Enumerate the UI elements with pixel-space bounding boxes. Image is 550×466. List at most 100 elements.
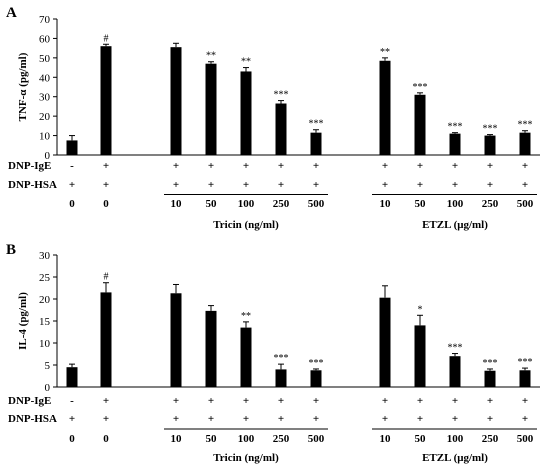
- y-tick-label: 0: [45, 150, 51, 162]
- bar: [310, 132, 322, 155]
- group-label-etzl: ETZL (μg/ml): [422, 452, 488, 464]
- dnp-hsa-cell: +: [417, 179, 423, 191]
- bar: [275, 103, 287, 155]
- y-tick-label: 10: [39, 338, 51, 350]
- dnp-ige-cell: +: [487, 160, 493, 172]
- y-tick-label: 50: [39, 53, 51, 65]
- dnp-ige-cell: +: [417, 160, 423, 172]
- concentration-label: 50: [415, 433, 427, 445]
- y-tick-label: 60: [39, 33, 51, 45]
- dnp-hsa-cell: +: [487, 413, 493, 425]
- dnp-hsa-cell: +: [417, 413, 423, 425]
- dnp-hsa-cell: +: [208, 413, 214, 425]
- significance-label: ***: [274, 353, 289, 364]
- concentration-label: 50: [206, 198, 218, 210]
- dnp-hsa-cell: +: [487, 179, 493, 191]
- concentration-label: 0: [103, 198, 109, 210]
- concentration-label: 10: [171, 433, 183, 445]
- concentration-label: 10: [171, 198, 183, 210]
- dnp-hsa-cell: +: [103, 179, 109, 191]
- concentration-label: 250: [273, 433, 290, 445]
- bar: [66, 367, 78, 387]
- dnp-hsa-cell: +: [173, 179, 179, 191]
- y-tick-label: 10: [39, 131, 51, 143]
- dnp-hsa-cell: +: [313, 413, 319, 425]
- dnp-ige-cell: +: [382, 160, 388, 172]
- dnp-hsa-cell: +: [69, 413, 75, 425]
- dnp-ige-cell: +: [173, 395, 179, 407]
- concentration-label: 10: [380, 433, 392, 445]
- bar: [484, 135, 496, 155]
- bar: [449, 133, 461, 155]
- concentration-label: 500: [308, 198, 325, 210]
- bar: [379, 297, 391, 387]
- dnp-ige-cell: +: [452, 395, 458, 407]
- dnp-ige-cell: -: [70, 160, 74, 172]
- significance-label: ***: [309, 119, 324, 130]
- significance-label: #: [104, 33, 109, 44]
- concentration-label: 100: [447, 433, 464, 445]
- dnp-ige-cell: +: [452, 160, 458, 172]
- y-tick-label: 30: [39, 250, 51, 262]
- panel-letter: B: [6, 242, 16, 258]
- concentration-label: 100: [238, 198, 255, 210]
- dnp-hsa-cell: +: [278, 179, 284, 191]
- bar: [240, 327, 252, 387]
- significance-label: **: [241, 57, 251, 68]
- group-label-tricin: Tricin (ng/ml): [213, 452, 279, 464]
- bar: [170, 47, 182, 155]
- significance-label: ***: [448, 343, 463, 354]
- significance-label: ***: [309, 358, 324, 369]
- significance-label: ***: [483, 124, 498, 135]
- dnp-ige-cell: +: [173, 160, 179, 172]
- significance-label: ***: [518, 357, 533, 368]
- significance-label: ***: [448, 122, 463, 133]
- bar: [205, 310, 217, 387]
- dnp-hsa-cell: +: [522, 179, 528, 191]
- dnp-ige-cell: +: [208, 160, 214, 172]
- bar: [379, 60, 391, 156]
- row-label-dnp-hsa: DNP-HSA: [8, 413, 57, 425]
- dnp-ige-cell: +: [313, 395, 319, 407]
- concentration-label: 250: [482, 198, 499, 210]
- row-label-dnp-ige: DNP-IgE: [8, 160, 51, 172]
- concentration-label: 250: [273, 198, 290, 210]
- y-tick-label: 0: [45, 382, 51, 394]
- panel-letter: A: [6, 5, 17, 21]
- bar: [100, 292, 112, 387]
- dnp-hsa-cell: +: [243, 179, 249, 191]
- bar: [100, 46, 112, 156]
- bar: [66, 140, 78, 155]
- concentration-label: 250: [482, 433, 499, 445]
- row-label-dnp-ige: DNP-IgE: [8, 395, 51, 407]
- bar: [240, 71, 252, 155]
- concentration-label: 500: [517, 198, 534, 210]
- dnp-ige-cell: +: [243, 160, 249, 172]
- dnp-hsa-cell: +: [103, 413, 109, 425]
- dnp-ige-cell: +: [382, 395, 388, 407]
- dnp-hsa-cell: +: [313, 179, 319, 191]
- dnp-ige-cell: +: [243, 395, 249, 407]
- bar: [170, 293, 182, 387]
- concentration-label: 500: [308, 433, 325, 445]
- concentration-label: 0: [103, 433, 109, 445]
- significance-label: **: [206, 51, 216, 62]
- significance-label: **: [241, 311, 251, 322]
- bar: [205, 63, 217, 155]
- bar: [519, 132, 531, 155]
- dnp-ige-cell: -: [70, 395, 74, 407]
- group-label-tricin: Tricin (ng/ml): [213, 219, 279, 231]
- dnp-hsa-cell: +: [208, 179, 214, 191]
- dnp-hsa-cell: +: [382, 413, 388, 425]
- dnp-hsa-cell: +: [69, 179, 75, 191]
- dnp-ige-cell: +: [103, 160, 109, 172]
- y-tick-label: 70: [39, 14, 51, 26]
- dnp-ige-cell: +: [522, 395, 528, 407]
- row-label-dnp-hsa: DNP-HSA: [8, 179, 57, 191]
- dnp-hsa-cell: +: [173, 413, 179, 425]
- significance-label: #: [104, 272, 109, 283]
- y-tick-label: 20: [39, 111, 51, 123]
- concentration-label: 50: [415, 198, 427, 210]
- group-label-etzl: ETZL (μg/ml): [422, 219, 488, 231]
- dnp-ige-cell: +: [208, 395, 214, 407]
